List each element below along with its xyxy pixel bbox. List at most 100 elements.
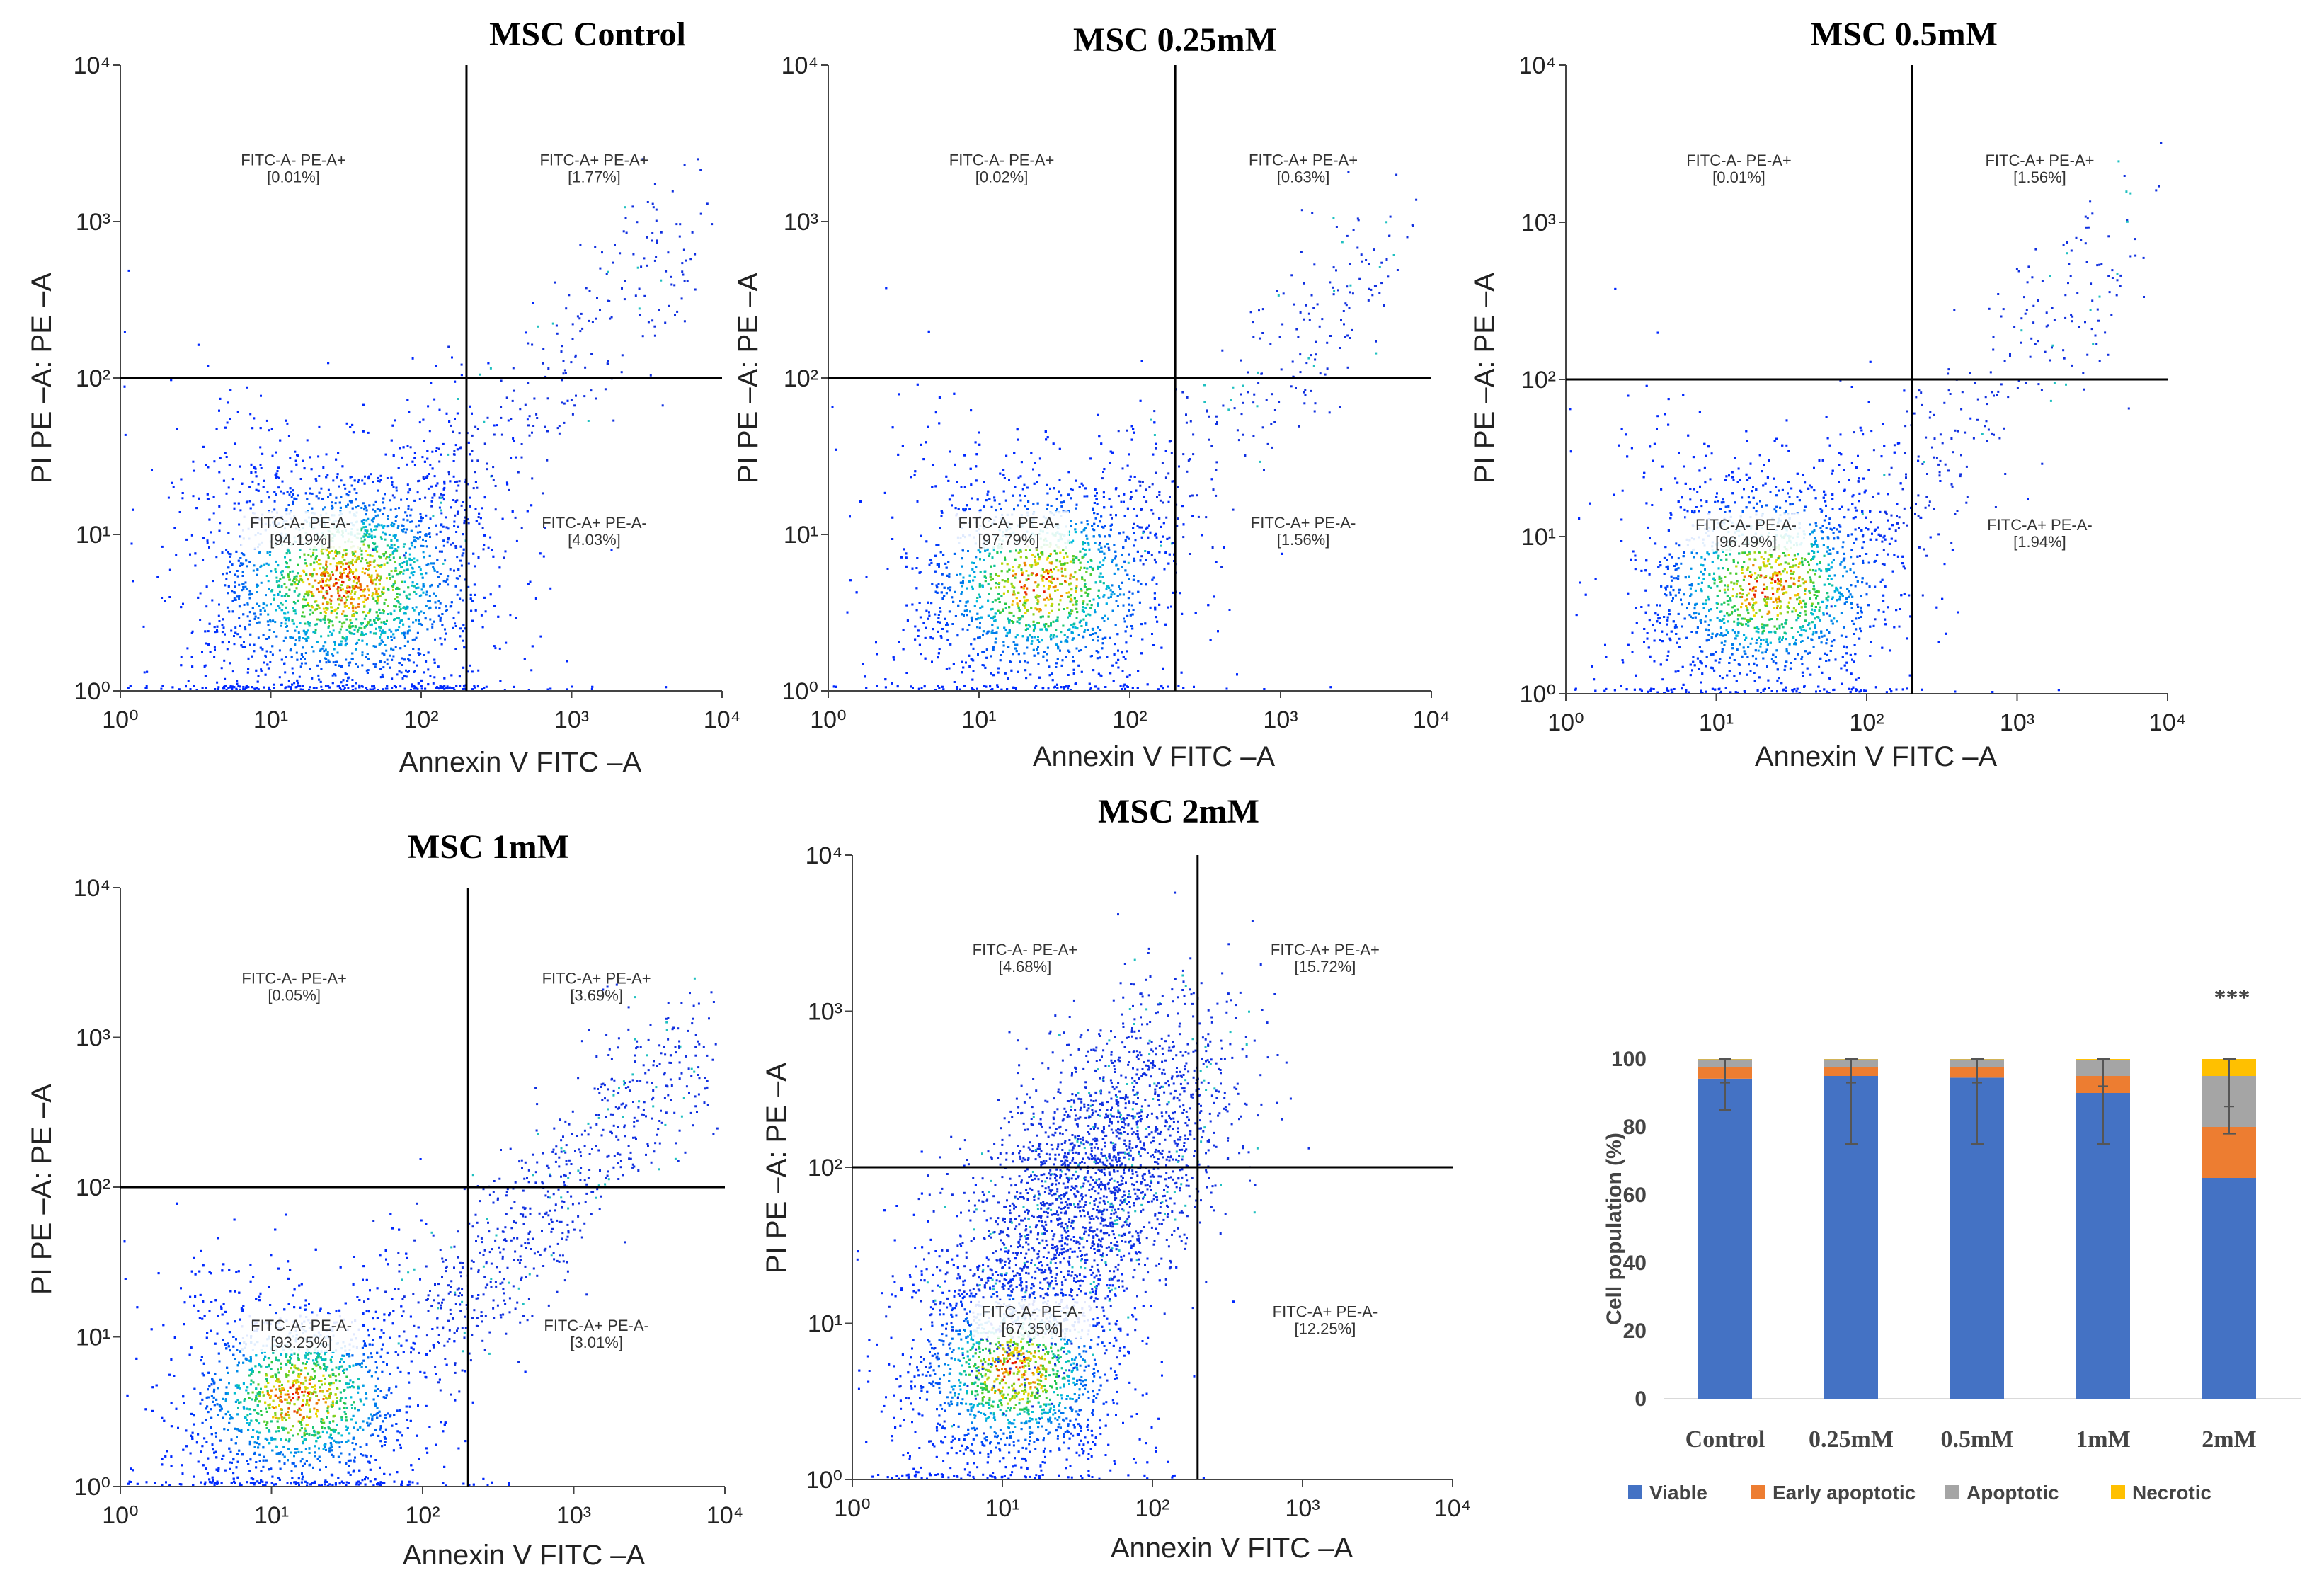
scatter-point [304, 559, 307, 561]
scatter-point [261, 452, 264, 455]
scatter-point [176, 428, 178, 430]
scatter-point [171, 481, 173, 484]
scatter-point [390, 476, 393, 479]
scatter-point [406, 607, 409, 610]
scatter-point [348, 630, 351, 633]
scatter-point [379, 626, 382, 629]
scatter-point [307, 591, 309, 594]
scatter-point [408, 625, 411, 628]
scatter-point [340, 625, 343, 628]
scatter-point [422, 583, 425, 585]
scatter-point [370, 576, 373, 579]
scatter-point [392, 583, 395, 586]
scatter-point [350, 484, 353, 487]
scatter-point [340, 584, 343, 586]
scatter-point [241, 562, 244, 565]
scatter-point [406, 399, 409, 401]
scatter-point [168, 568, 171, 571]
scatter-point [515, 617, 517, 619]
scatter-point [422, 476, 425, 479]
scatter-point [357, 577, 360, 580]
scatter-point [302, 459, 304, 462]
scatter-point [374, 500, 377, 503]
scatter-point [309, 563, 312, 566]
scatter-point [355, 682, 357, 685]
scatter-point [260, 668, 263, 671]
scatter-point [362, 522, 365, 525]
scatter-point [338, 603, 341, 606]
scatter-point [459, 589, 462, 592]
scatter-point [469, 496, 471, 499]
scatter-point [505, 641, 508, 644]
scatter-point [204, 630, 207, 633]
scatter-point [258, 621, 261, 624]
scatter-point [403, 631, 406, 634]
scatter-point [242, 588, 245, 590]
scatter-point [605, 273, 608, 275]
scatter-point [492, 479, 495, 481]
scatter-point [257, 489, 260, 492]
scatter-point [336, 476, 338, 479]
scatter-point [337, 452, 340, 454]
scatter-point [367, 588, 370, 591]
scatter-point [419, 622, 422, 625]
scatter-point [456, 593, 459, 596]
scatter-point [367, 564, 370, 567]
scatter-point [297, 563, 299, 566]
scatter-point [476, 428, 479, 430]
scatter-point [462, 599, 464, 602]
scatter-point [338, 631, 341, 634]
scatter-point [202, 537, 205, 539]
scatter-point [369, 619, 372, 622]
scatter-point [500, 379, 503, 382]
scatter-point [380, 537, 383, 540]
scatter-point [354, 606, 357, 609]
scatter-point [466, 670, 469, 673]
scatter-point [345, 554, 348, 556]
scatter-point [256, 591, 258, 593]
scatter-point [453, 569, 455, 572]
scatter-point [530, 504, 533, 507]
scatter-point [575, 394, 577, 397]
scatter-point [239, 688, 241, 691]
scatter-point [227, 401, 229, 404]
scatter-point [396, 600, 399, 602]
scatter-point [328, 686, 331, 689]
scatter-point [407, 617, 410, 620]
scatter-point [406, 563, 408, 566]
scatter-point [287, 685, 290, 688]
scatter-point [287, 680, 290, 682]
scatter-point [292, 607, 294, 609]
scatter-point [216, 630, 219, 633]
scatter-point [401, 524, 403, 527]
scatter-point [561, 345, 563, 348]
scatter-point [379, 474, 382, 477]
scatter-point [326, 602, 329, 605]
scatter-point [526, 418, 529, 421]
scatter-point [338, 562, 340, 565]
scatter-point [440, 496, 442, 499]
scatter-point [265, 650, 268, 653]
scatter-point [345, 642, 348, 645]
scatter-point [452, 687, 455, 689]
scatter-point [324, 614, 327, 617]
scatter-point [363, 617, 366, 620]
scatter-point [386, 687, 389, 690]
scatter-point [439, 616, 442, 619]
scatter-point [425, 534, 428, 537]
scatter-point [319, 580, 321, 583]
scatter-point [491, 474, 493, 477]
scatter-point [476, 486, 479, 489]
scatter-point [319, 650, 321, 652]
scatter-point [664, 321, 667, 324]
scatter-point [370, 473, 372, 476]
scatter-point [462, 548, 465, 551]
scatter-point [476, 459, 479, 462]
scatter-point [253, 643, 256, 646]
scatter-point [510, 457, 513, 459]
scatter-point [442, 544, 445, 547]
scatter-point [435, 533, 438, 536]
scatter-point [509, 614, 512, 617]
scatter-point [436, 559, 439, 561]
scatter-point [362, 502, 365, 505]
